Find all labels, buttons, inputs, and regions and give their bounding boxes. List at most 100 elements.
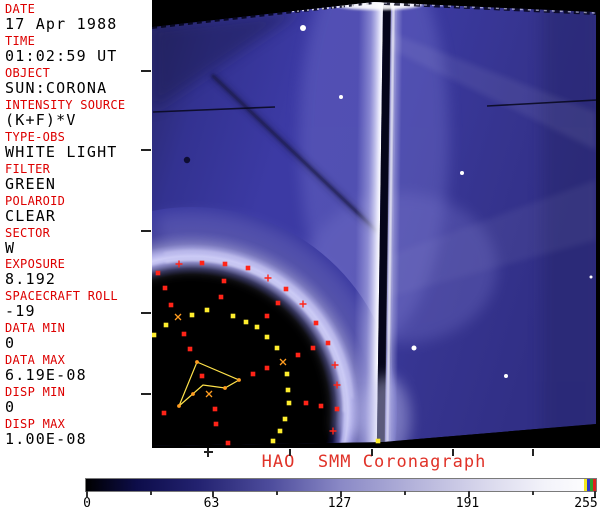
field-value: GREEN — [5, 174, 57, 193]
metadata-field: DATA MIN 0 — [5, 321, 66, 353]
field-label: TIME — [5, 33, 36, 48]
colorbar-minor-tick — [531, 491, 534, 495]
colorbar-end-stripe — [592, 479, 596, 491]
left-fiducial-tick — [141, 70, 151, 72]
colorbar-minor-tick — [149, 491, 152, 495]
field-label: INTENSITY SOURCE — [5, 97, 126, 112]
field-label: EXPOSURE — [5, 257, 66, 272]
orange-vertex-dot — [177, 404, 181, 408]
edge-artifacts-right — [383, 2, 596, 15]
field-value: 1.00E-08 — [5, 430, 87, 449]
red-plus-marker — [175, 260, 183, 268]
metadata-field: POLAROID CLEAR — [5, 194, 65, 225]
metadata-field: TIME 01:02:59 UT — [5, 33, 118, 64]
yellow-marker — [151, 332, 157, 338]
orange-x-marker — [174, 313, 182, 321]
yellow-marker — [277, 428, 283, 434]
field-value: 6.19E-08 — [5, 366, 87, 385]
diagonal-shadow — [210, 73, 380, 234]
red-marker — [181, 331, 187, 337]
red-marker — [313, 320, 319, 326]
bottom-fiducial-tick — [289, 449, 291, 456]
field-label: DATA MIN — [5, 321, 66, 336]
colorbar — [85, 478, 597, 492]
yellow-marker — [264, 334, 270, 340]
red-marker — [245, 265, 251, 271]
photo-frame — [152, 2, 596, 446]
red-plus-marker — [331, 361, 339, 369]
yellow-marker — [254, 324, 260, 330]
edge-artifacts-bright — [291, 2, 373, 13]
red-marker — [295, 352, 301, 358]
yellow-marker — [375, 438, 381, 444]
left-fiducial-tick — [141, 230, 151, 232]
colorbar-end-stripe — [587, 479, 590, 491]
yellow-marker — [284, 371, 290, 377]
left-fiducial-tick — [141, 393, 151, 395]
colorbar-tick-label: 191 — [455, 496, 480, 511]
metadata-field: DATE 17 Apr 1988 — [5, 2, 118, 33]
colorbar-major-tick — [594, 491, 596, 497]
dust-spot — [183, 156, 191, 164]
scratch-line-right — [486, 99, 596, 107]
star-dot — [300, 25, 306, 31]
star-dot — [504, 374, 508, 378]
colorbar-tick-label: 0 — [83, 496, 91, 511]
yellow-marker — [282, 416, 288, 422]
red-marker — [264, 365, 270, 371]
field-label: DATA MAX — [5, 353, 66, 368]
red-marker — [303, 400, 309, 406]
left-fiducial-tick — [141, 149, 151, 151]
red-marker — [310, 345, 316, 351]
metadata-field: DATA MAX 6.19E-08 — [5, 353, 87, 385]
field-value: WHITE LIGHT — [5, 142, 118, 161]
red-marker — [318, 403, 324, 409]
red-marker — [199, 260, 205, 266]
coronagraph-svg — [151, 0, 600, 448]
plus-fiducial-mark — [207, 447, 209, 457]
colorbar-end-stripe — [584, 479, 587, 491]
scratch-line-left — [152, 106, 276, 113]
metadata-field: SECTOR W — [5, 226, 50, 257]
field-label: DISP MAX — [5, 417, 66, 432]
corner-shade — [152, 10, 302, 110]
metadata-field: FILTER GREEN — [5, 161, 57, 193]
star-dot — [589, 275, 593, 279]
field-label: DATE — [5, 2, 36, 16]
red-marker — [162, 285, 168, 291]
page-title: HAO SMM Coronagraph — [261, 452, 487, 472]
colorbar-minor-tick — [275, 491, 278, 495]
bottom-fiducial-tick — [452, 449, 454, 456]
star-dot — [339, 95, 343, 99]
red-marker — [222, 261, 228, 267]
field-value: 17 Apr 1988 — [5, 15, 118, 33]
coronagraph-image — [151, 0, 600, 448]
bottom-fiducial-tick — [532, 449, 534, 456]
red-marker — [264, 313, 270, 319]
metadata-field: TYPE-OBS WHITE LIGHT — [5, 130, 118, 161]
pylon-top-flare — [333, 2, 423, 10]
red-marker — [275, 300, 281, 306]
red-marker — [218, 294, 224, 300]
star-dot — [411, 345, 417, 351]
colorbar-tick-label: 255 — [574, 496, 598, 511]
field-value: W — [5, 238, 16, 257]
colorbar-minor-tick — [403, 491, 406, 495]
field-label: FILTER — [5, 161, 51, 176]
red-marker — [225, 440, 231, 446]
orange-vertex-dot — [237, 378, 241, 382]
field-label: DISP MIN — [5, 385, 66, 400]
metadata-field: INTENSITY SOURCE (K+F)*V — [5, 97, 126, 128]
red-marker — [161, 410, 167, 416]
diffraction-ring-1 — [165, 259, 345, 413]
orange-vertex-dot — [191, 392, 195, 396]
colorbar-major-tick — [211, 491, 214, 497]
field-value: CLEAR — [5, 206, 57, 225]
red-marker — [155, 270, 161, 276]
field-value: 0 — [5, 334, 16, 353]
red-marker — [334, 406, 340, 412]
colorbar-major-tick — [467, 491, 470, 497]
red-marker — [221, 278, 227, 284]
limb-fit-polygon — [178, 361, 241, 407]
